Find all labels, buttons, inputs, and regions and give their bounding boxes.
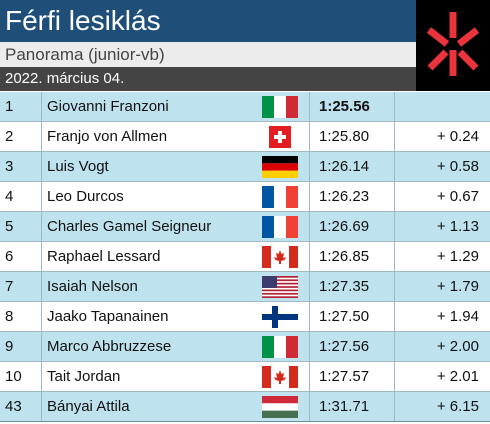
time-cell: 1:31.71 [309,392,395,421]
results-table: 1 Giovanni Franzoni 1:25.56 2 Franjo von All… [0,92,490,422]
gap-cell: + 6.15 [436,398,479,415]
hu-flag-icon [262,396,298,418]
table-row: 9 Marco Abbruzzese 1:27.56 + 2.00 [0,332,490,362]
page-title: Férfi lesiklás [0,0,416,42]
athlete-name: Bányai Attila [47,398,130,415]
time-cell: 1:27.56 [309,332,395,361]
ca-flag-icon [262,366,298,388]
us-flag-icon [262,276,298,298]
country-flag [252,212,310,241]
athlete-name: Charles Gamel Seigneur [47,218,212,235]
fr-flag-icon [262,186,298,208]
gap-cell: + 1.13 [436,218,479,235]
country-flag [252,272,310,301]
country-flag [252,242,310,271]
rank-cell: 5 [0,212,42,241]
rank-cell: 10 [0,362,42,391]
athlete-name: Giovanni Franzoni [47,98,169,115]
athlete-name: Raphael Lessard [47,248,161,265]
country-flag [252,392,310,421]
gap-cell: + 0.67 [436,188,479,205]
rank-cell: 3 [0,152,42,181]
country-flag [252,92,310,121]
time-cell: 1:26.14 [309,152,395,181]
gap-cell: + 1.94 [436,308,479,325]
table-row: 4 Leo Durcos 1:26.23 + 0.67 [0,182,490,212]
gap-cell: + 0.58 [436,158,479,175]
rank-cell: 43 [0,392,42,421]
country-flag [252,362,310,391]
table-row: 3 Luis Vogt 1:26.14 + 0.58 [0,152,490,182]
table-row: 2 Franjo von Allmen 1:25.80 + 0.24 [0,122,490,152]
country-flag [252,332,310,361]
rank-cell: 6 [0,242,42,271]
gap-cell: + 1.79 [436,278,479,295]
table-row: 1 Giovanni Franzoni 1:25.56 [0,92,490,122]
ca-flag-icon [262,246,298,268]
rank-cell: 1 [0,92,42,121]
athlete-name: Isaiah Nelson [47,278,138,295]
country-flag [252,302,310,331]
time-cell: 1:27.50 [309,302,395,331]
athlete-name: Leo Durcos [47,188,124,205]
athlete-name: Marco Abbruzzese [47,338,172,355]
athlete-name: Franjo von Allmen [47,128,168,145]
time-cell: 1:26.23 [309,182,395,211]
country-flag [252,182,310,211]
it-flag-icon [262,336,298,358]
table-row: 7 Isaiah Nelson 1:27.35 + 1.79 [0,272,490,302]
fi-flag-icon [262,306,298,328]
time-cell: 1:26.85 [309,242,395,271]
table-row: 8 Jaako Tapanainen 1:27.50 + 1.94 [0,302,490,332]
time-cell: 1:27.57 [309,362,395,391]
time-cell: 1:27.35 [309,272,395,301]
table-row: 5 Charles Gamel Seigneur 1:26.69 + 1.13 [0,212,490,242]
table-row: 6 Raphael Lessard 1:26.85 + 1.29 [0,242,490,272]
time-cell: 1:25.56 [309,92,395,121]
table-row: 10 Tait Jordan 1:27.57 + 2.01 [0,362,490,392]
event-date: 2022. március 04. [0,67,416,91]
gap-cell: + 2.00 [436,338,479,355]
fr-flag-icon [262,216,298,238]
athlete-name: Jaako Tapanainen [47,308,169,325]
gap-cell [395,92,479,121]
brand-logo-icon [416,0,490,91]
rank-cell: 7 [0,272,42,301]
athlete-name: Luis Vogt [47,158,109,175]
country-flag [252,122,310,151]
rank-cell: 2 [0,122,42,151]
gap-cell: + 1.29 [436,248,479,265]
it-flag-icon [262,96,298,118]
rank-cell: 4 [0,182,42,211]
gap-cell: + 2.01 [436,368,479,385]
time-cell: 1:26.69 [309,212,395,241]
rank-cell: 9 [0,332,42,361]
time-cell: 1:25.80 [309,122,395,151]
table-row: 43 Bányai Attila 1:31.71 + 6.15 [0,392,490,422]
country-flag [252,152,310,181]
ch-flag-icon [269,126,291,148]
event-subtitle: Panorama (junior-vb) [0,42,416,67]
de-flag-icon [262,156,298,178]
gap-cell: + 0.24 [436,128,479,145]
athlete-name: Tait Jordan [47,368,121,385]
rank-cell: 8 [0,302,42,331]
